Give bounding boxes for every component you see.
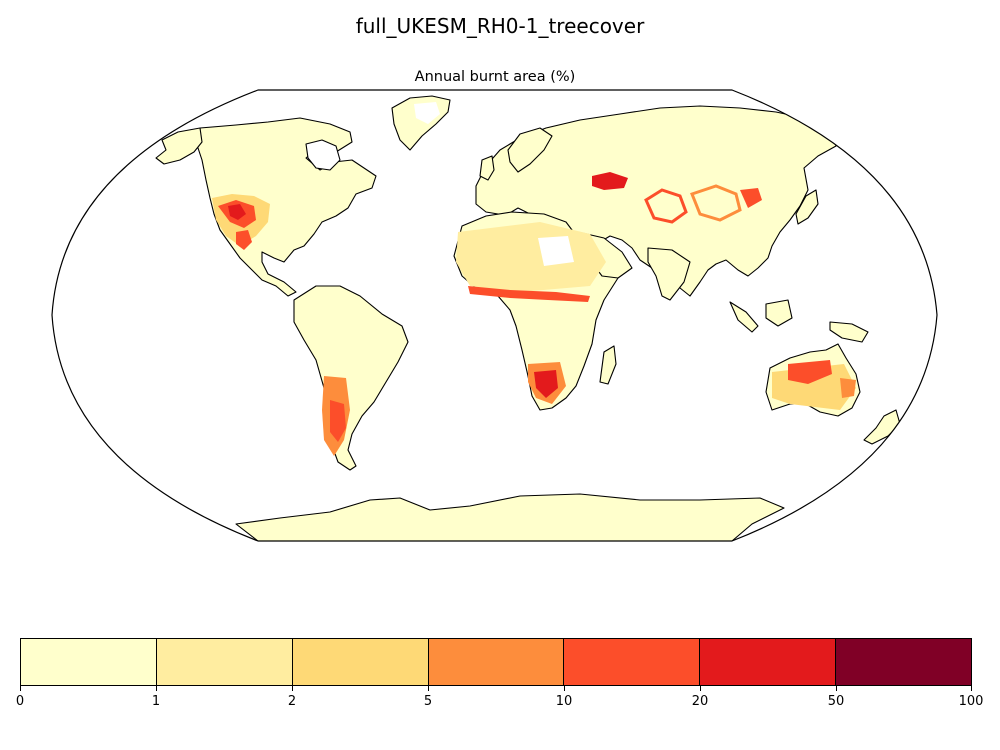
hotspot-central-asia-ring [644, 188, 688, 224]
hotspot-australia-severe [788, 360, 832, 384]
sahara-nodata [538, 236, 574, 266]
colorbar-label: 50 [827, 694, 845, 709]
colorbar-segment [700, 639, 837, 685]
madagascar-landmass [599, 345, 617, 385]
japan-landmass [795, 189, 819, 225]
colorbar-label: 0 [15, 694, 25, 709]
colorbar-segment [21, 639, 157, 685]
greenland-nodata [414, 102, 440, 124]
colorbar-segment [156, 639, 293, 685]
colorbar-tick [564, 686, 565, 691]
colorbar-label: 20 [691, 694, 709, 709]
antarctica-landmass [235, 493, 785, 541]
colorbar-tick [156, 686, 157, 691]
sumatra-landmass [729, 301, 759, 333]
colorbar-segment [428, 639, 565, 685]
colorbar-label: 2 [287, 694, 297, 709]
colorbar-tick [700, 686, 701, 691]
hotspot-mexico [236, 230, 252, 250]
colorbar-tick [292, 686, 293, 691]
colorbar-label: 1 [151, 694, 161, 709]
hotspot-western-us-extreme [228, 204, 246, 220]
land-group [155, 95, 901, 541]
colorbar-tick [971, 686, 972, 691]
colorbar-segment [292, 639, 429, 685]
colorbar-tick [836, 686, 837, 691]
south-america-landmass [293, 285, 409, 471]
map-title: Annual burnt area (%) [414, 69, 576, 85]
borneo-landmass [765, 299, 793, 327]
colorbar-label: 5 [423, 694, 433, 709]
hotspot-southern-africa-extreme [534, 370, 558, 398]
hudson-bay [305, 139, 341, 171]
colorbar-label: 10 [555, 694, 573, 709]
hotspot-eastern-australia [840, 378, 856, 398]
indian-subcontinent-landmass [647, 247, 691, 301]
hotspot-east-asia [740, 188, 762, 208]
globe-outline [51, 89, 938, 542]
colorbar-segment [564, 639, 701, 685]
hotspot-mongolia-ring [690, 184, 742, 222]
colorbar-tick [428, 686, 429, 691]
world-map [51, 89, 938, 542]
scandinavia-landmass [507, 127, 553, 173]
hotspot-kazakhstan [592, 172, 628, 190]
colorbar-tick [20, 686, 21, 691]
sahara-moderate [456, 222, 606, 292]
colorbar-label: 100 [958, 694, 984, 709]
colorbar [20, 638, 972, 686]
new-guinea-landmass [829, 321, 869, 343]
hotspot-sahel-belt [468, 286, 590, 302]
hotspot-argentina-severe [330, 400, 346, 442]
burnt-area-hotspots [212, 102, 856, 456]
alaska-landmass [155, 127, 203, 165]
colorbar-segment [836, 639, 972, 685]
figure-title: full_UKESM_RH0-1_treecover [355, 14, 645, 38]
new-zealand-landmass [863, 409, 901, 445]
british-isles-landmass [479, 155, 495, 181]
